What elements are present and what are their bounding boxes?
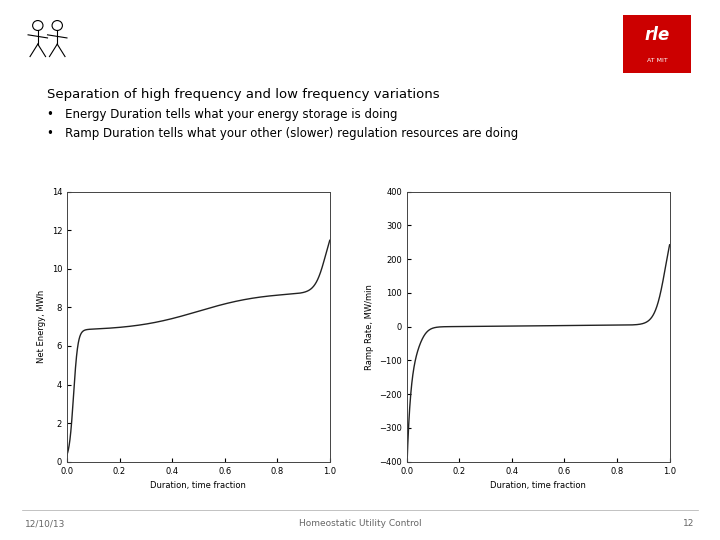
- Text: •   Ramp Duration tells what your other (slower) regulation resources are doing: • Ramp Duration tells what your other (s…: [47, 127, 518, 140]
- Text: 12: 12: [683, 519, 695, 528]
- X-axis label: Duration, time fraction: Duration, time fraction: [150, 481, 246, 490]
- Text: Homeostatic Utility Control: Homeostatic Utility Control: [299, 519, 421, 528]
- FancyBboxPatch shape: [623, 15, 691, 73]
- Text: AT MIT: AT MIT: [647, 58, 667, 63]
- Y-axis label: Net Energy, MWh: Net Energy, MWh: [37, 290, 46, 363]
- Y-axis label: Ramp Rate, MW/min: Ramp Rate, MW/min: [364, 284, 374, 370]
- Text: rle: rle: [644, 26, 670, 44]
- X-axis label: Duration, time fraction: Duration, time fraction: [490, 481, 586, 490]
- Text: 12/10/13: 12/10/13: [25, 519, 66, 528]
- Text: •   Energy Duration tells what your energy storage is doing: • Energy Duration tells what your energy…: [47, 108, 397, 121]
- Text: Separation of high frequency and low frequency variations: Separation of high frequency and low fre…: [47, 88, 439, 101]
